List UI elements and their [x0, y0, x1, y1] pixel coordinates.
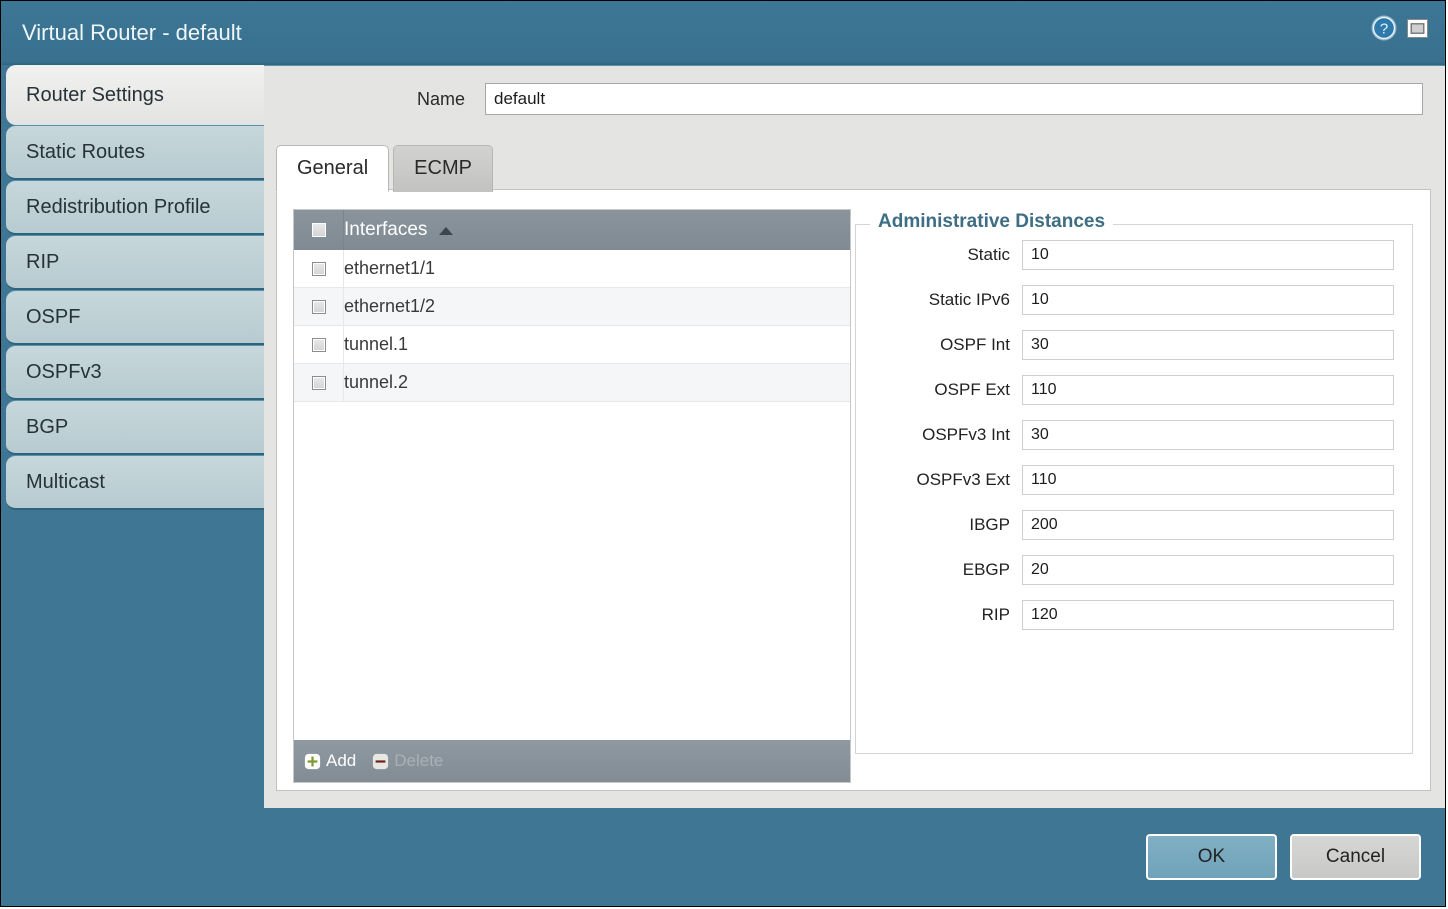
svg-text:?: ?	[1380, 21, 1388, 38]
